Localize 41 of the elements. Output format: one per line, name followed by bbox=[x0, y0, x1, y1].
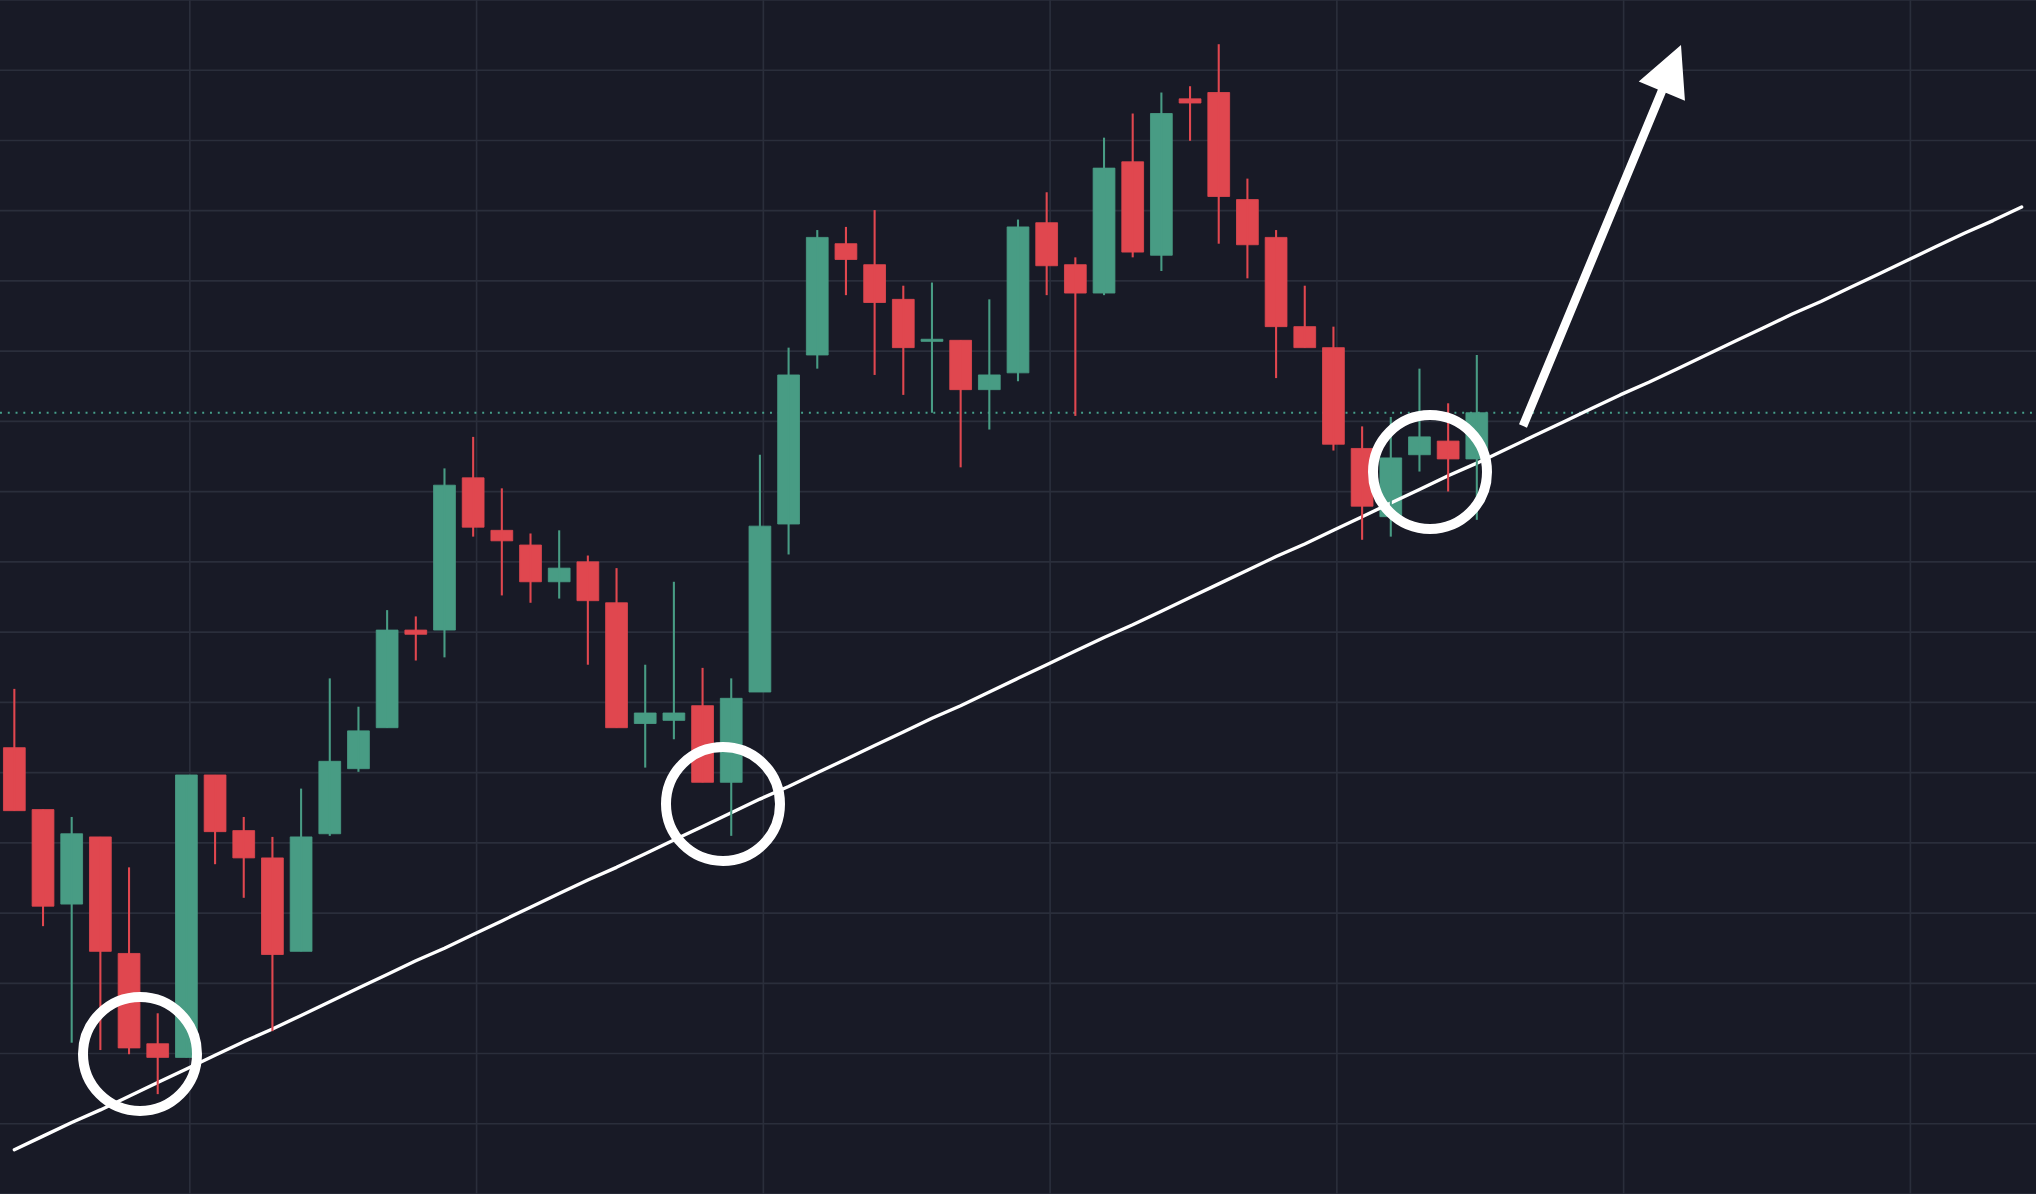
candlestick bbox=[863, 209, 886, 376]
candlestick bbox=[1207, 43, 1231, 245]
candlestick bbox=[1178, 85, 1202, 142]
candlestick bbox=[633, 663, 657, 769]
candlestick bbox=[347, 705, 370, 773]
candlestick bbox=[3, 687, 26, 812]
candlestick bbox=[490, 487, 514, 597]
candlestick bbox=[404, 615, 428, 662]
candlestick bbox=[1264, 229, 1288, 380]
candlestick bbox=[805, 229, 829, 370]
candlestick bbox=[1150, 91, 1173, 273]
candlestick bbox=[60, 815, 84, 1044]
candlestick bbox=[1121, 112, 1145, 259]
candlestick bbox=[31, 808, 55, 928]
candlestick bbox=[375, 609, 399, 729]
candlestick bbox=[1006, 218, 1030, 383]
candlestick bbox=[1436, 402, 1460, 493]
candlestick bbox=[1293, 284, 1317, 349]
candlestick bbox=[232, 815, 256, 899]
candlestick bbox=[978, 298, 1001, 431]
candlestick bbox=[1092, 136, 1116, 297]
candlestick bbox=[318, 677, 342, 837]
candlestick bbox=[175, 773, 198, 1059]
candlestick bbox=[1035, 191, 1058, 297]
candlestick bbox=[1408, 367, 1431, 473]
candlestick bbox=[203, 773, 227, 866]
candlestick bbox=[834, 225, 858, 297]
candlestick bbox=[891, 284, 915, 396]
candlestick bbox=[662, 580, 686, 741]
candlestick bbox=[1064, 256, 1087, 417]
candlestick bbox=[261, 835, 284, 1033]
candlestick bbox=[461, 435, 485, 538]
candlestick bbox=[289, 787, 313, 953]
candlestick bbox=[89, 835, 112, 1052]
candlestick bbox=[576, 554, 600, 666]
candlestick bbox=[949, 339, 972, 469]
candlestick bbox=[146, 1012, 170, 1096]
candlestick bbox=[748, 453, 772, 694]
candlestick bbox=[547, 529, 571, 600]
candlestick bbox=[1236, 177, 1259, 280]
candlestick bbox=[1322, 325, 1345, 452]
